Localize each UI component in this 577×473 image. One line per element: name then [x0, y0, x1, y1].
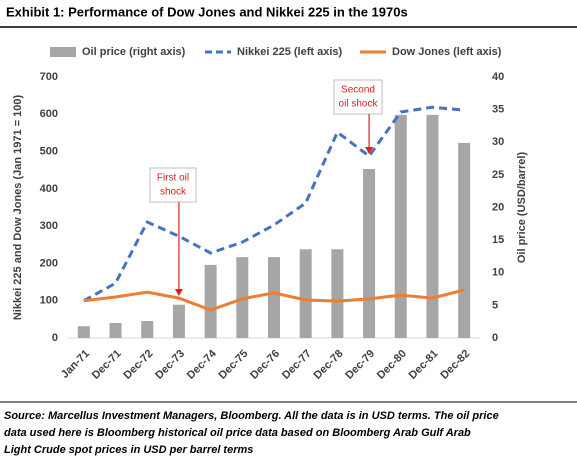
bar	[331, 249, 344, 338]
y2-tick-label: 25	[492, 169, 504, 181]
x-tick-label: Dec-80	[375, 348, 409, 382]
y-tick-label: 500	[40, 145, 58, 157]
y2-tick-label: 15	[492, 234, 504, 246]
x-tick-label: Dec-79	[343, 348, 377, 382]
line	[83, 105, 465, 303]
bar	[458, 142, 471, 338]
x-tick-label: Dec-74	[185, 347, 220, 382]
y2-tick-label: 10	[492, 267, 504, 279]
annotation-text: oil shock	[339, 99, 379, 110]
y2-tick-label: 30	[492, 136, 504, 148]
y-tick-label: 200	[40, 257, 58, 269]
y-tick-label: 0	[52, 332, 58, 344]
x-tick-label: Dec-77	[280, 348, 314, 382]
annotation-text: shock	[160, 187, 187, 198]
legend-label: Oil price (right axis)	[82, 46, 186, 58]
annotation-text: Second	[341, 85, 375, 96]
bar	[109, 322, 122, 338]
bar	[204, 264, 217, 338]
x-tick-label: Dec-76	[248, 348, 282, 382]
bar	[394, 114, 407, 338]
y2-tick-label: 40	[492, 71, 504, 83]
x-tick-label: Dec-81	[407, 348, 441, 382]
x-tick-label: Dec-71	[90, 348, 124, 382]
bar	[268, 257, 280, 338]
bar	[141, 321, 154, 338]
annotation-box	[149, 167, 197, 203]
bar	[363, 169, 376, 338]
source-note: Source: Marcellus Investment Managers, B…	[4, 410, 499, 422]
y-tick-label: 700	[40, 71, 58, 83]
y2-tick-label: 20	[492, 201, 504, 213]
y-tick-label: 300	[40, 220, 58, 232]
y2-tick-label: 5	[492, 299, 498, 311]
bar	[426, 114, 439, 338]
y2-tick-label: 0	[492, 332, 498, 344]
annotation-text: First oil	[157, 173, 189, 184]
chart-title: Exhibit 1: Performance of Dow Jones and …	[6, 4, 408, 19]
x-tick-label: Dec-75	[216, 348, 250, 382]
annotation-arrowhead	[174, 289, 183, 296]
x-tick-label: Dec-73	[153, 348, 187, 382]
source-note: data used here is Bloomberg historical o…	[4, 427, 471, 439]
line	[83, 288, 465, 312]
annotation-arrowhead	[365, 147, 374, 154]
y-tick-label: 400	[40, 183, 58, 195]
legend-label: Nikkei 225 (left axis)	[237, 46, 343, 58]
legend-swatch	[50, 47, 76, 57]
source-note: Light Crude spot prices in USD per barre…	[4, 444, 253, 456]
bar	[77, 326, 90, 338]
y-axis-label: Nikkei 225 and Dow Jones (Jan 1971 = 100…	[12, 95, 24, 321]
y2-tick-label: 35	[492, 104, 504, 116]
y2-axis-label: Oil price (USD/barrel)	[516, 152, 528, 264]
bar	[299, 249, 312, 338]
bar	[172, 304, 185, 338]
annotation-box	[333, 79, 383, 115]
x-tick-label: Dec-78	[312, 348, 346, 382]
legend-label: Dow Jones (left axis)	[392, 46, 502, 58]
x-tick-label: Jan-71	[59, 348, 92, 381]
x-tick-label: Dec-82	[438, 348, 472, 382]
x-tick-label: Dec-72	[121, 348, 155, 382]
y-tick-label: 100	[40, 295, 58, 307]
y-tick-label: 600	[40, 108, 58, 120]
